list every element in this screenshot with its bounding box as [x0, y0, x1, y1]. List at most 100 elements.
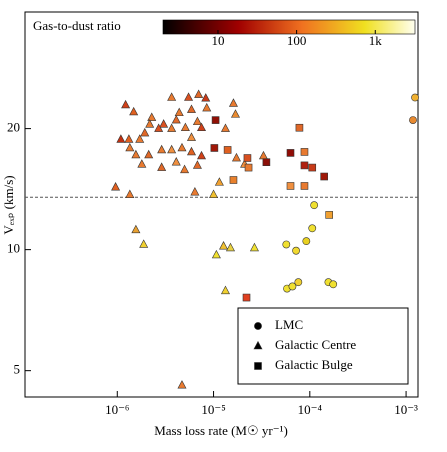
data-point — [197, 150, 207, 160]
data-point — [192, 160, 202, 169]
data-point — [131, 149, 141, 159]
colorbar-tick-label: 10 — [211, 33, 224, 48]
colorbar-label: Gas-to-dust ratio — [33, 18, 121, 33]
data-point — [249, 242, 259, 252]
x-axis-label: Mass loss rate (M☉ yr⁻¹) — [154, 423, 288, 438]
data-point — [211, 249, 221, 259]
y-tick-label: 20 — [7, 120, 20, 135]
colorbar-tick-label: 100 — [287, 33, 307, 48]
data-point — [308, 224, 317, 233]
data-point — [286, 149, 295, 157]
data-point — [220, 123, 230, 132]
data-point — [292, 246, 300, 255]
data-point — [288, 282, 297, 291]
data-point — [186, 132, 196, 141]
data-point — [262, 158, 271, 166]
data-point — [177, 380, 187, 389]
data-point — [159, 119, 169, 128]
data-point — [300, 161, 309, 170]
data-point — [154, 123, 164, 132]
data-point — [294, 278, 303, 287]
data-point — [186, 146, 196, 156]
data-point — [243, 154, 252, 162]
data-point — [167, 144, 177, 154]
data-point — [167, 123, 177, 132]
data-point — [147, 112, 157, 121]
data-point — [167, 92, 177, 101]
x-tick-label: 10⁻⁵ — [201, 402, 225, 417]
data-point — [201, 93, 211, 102]
data-point — [129, 106, 139, 116]
legend-marker — [254, 322, 262, 330]
data-point — [210, 144, 219, 152]
data-point — [111, 182, 121, 191]
y-axis-label: Vₑₓₚ (km/s) — [1, 175, 16, 234]
data-point — [286, 182, 295, 190]
legend-marker — [253, 340, 263, 350]
colorbar-tick-label: 1k — [369, 33, 383, 48]
data-point — [137, 159, 147, 168]
data-point — [131, 224, 141, 234]
data-point — [186, 104, 196, 113]
data-point — [229, 176, 238, 184]
x-tick-label: 10⁻⁴ — [298, 402, 323, 417]
data-point — [190, 187, 200, 196]
data-point — [320, 172, 328, 181]
data-point — [121, 99, 131, 109]
data-point — [258, 150, 268, 160]
data-point — [302, 237, 311, 246]
data-point — [174, 107, 184, 117]
data-point — [409, 116, 417, 124]
data-point — [214, 177, 224, 186]
data-point — [192, 116, 202, 126]
data-point — [230, 109, 240, 118]
data-point — [220, 285, 230, 295]
data-point — [300, 182, 309, 190]
data-point — [139, 239, 149, 248]
legend-label: LMC — [275, 317, 303, 332]
data-point — [197, 122, 207, 132]
data-point — [144, 149, 154, 159]
data-point — [219, 241, 229, 250]
data-point — [124, 134, 134, 143]
data-point — [228, 98, 238, 107]
data-point — [295, 123, 304, 132]
data-point — [194, 89, 204, 98]
data-point — [282, 240, 291, 249]
legend-marker — [254, 362, 262, 370]
data-point — [177, 142, 187, 152]
data-point — [180, 122, 190, 132]
data-point — [310, 201, 319, 210]
data-point — [157, 144, 167, 154]
data-point — [116, 134, 126, 143]
data-point — [171, 157, 181, 166]
data-point — [225, 242, 235, 252]
y-tick-label: 10 — [7, 241, 20, 256]
data-point — [308, 163, 317, 172]
x-tick-label: 10⁻⁶ — [105, 402, 129, 417]
legend-label: Galactic Bulge — [275, 357, 353, 372]
data-point — [329, 280, 338, 289]
data-point — [211, 116, 220, 124]
plot-frame — [24, 11, 419, 398]
data-point — [244, 163, 253, 172]
data-point — [171, 114, 181, 124]
data-point — [184, 92, 194, 101]
data-point — [135, 134, 145, 143]
x-tick-label: 10⁻³ — [394, 402, 418, 417]
data-point — [231, 152, 241, 162]
data-point — [411, 93, 419, 102]
y-tick-label: 5 — [14, 362, 21, 377]
data-point — [325, 211, 333, 219]
data-point — [202, 102, 212, 112]
data-point — [180, 164, 190, 174]
legend — [237, 307, 409, 385]
data-point — [140, 127, 150, 137]
data-point — [300, 148, 309, 156]
data-point — [125, 142, 135, 152]
data-point — [157, 162, 167, 171]
colorbar — [162, 19, 416, 35]
data-point — [125, 189, 135, 198]
data-point — [242, 293, 251, 302]
